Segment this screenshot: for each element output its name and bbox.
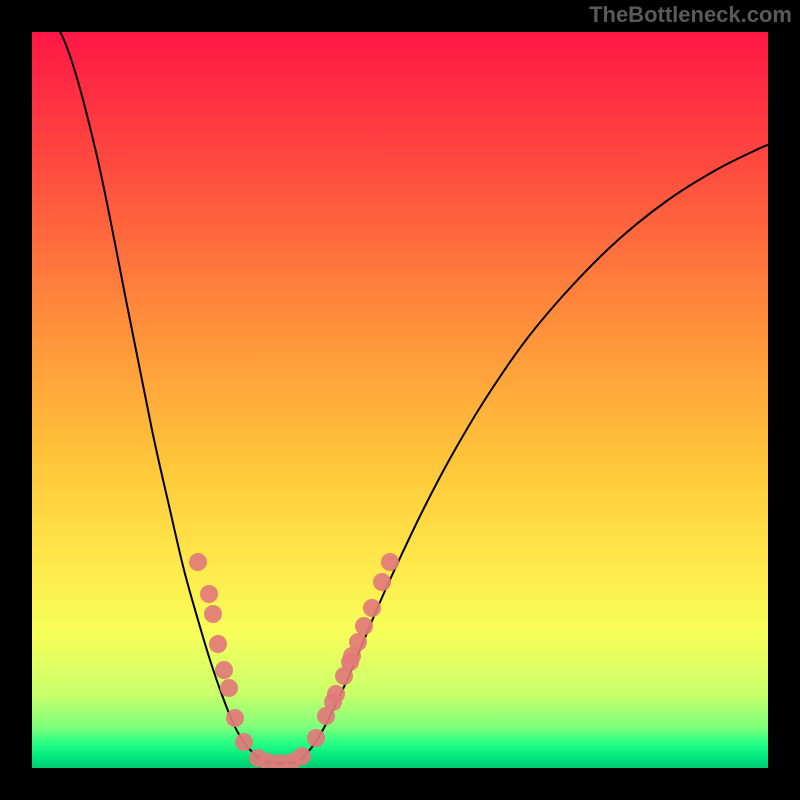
- gpu-marker: [226, 709, 244, 727]
- gpu-marker: [189, 553, 207, 571]
- chart-background: [32, 32, 768, 768]
- bottleneck-chart: TheBottleneck.com: [0, 0, 800, 800]
- gpu-marker: [204, 605, 222, 623]
- gpu-marker: [324, 693, 342, 711]
- gpu-marker: [381, 553, 399, 571]
- chart-svg: [0, 0, 800, 800]
- gpu-marker: [215, 661, 233, 679]
- gpu-marker: [349, 633, 367, 651]
- gpu-marker: [307, 729, 325, 747]
- gpu-marker: [363, 599, 381, 617]
- gpu-marker: [293, 747, 311, 765]
- gpu-marker: [209, 635, 227, 653]
- gpu-marker: [235, 733, 253, 751]
- gpu-marker: [200, 585, 218, 603]
- gpu-marker: [355, 617, 373, 635]
- watermark-text: TheBottleneck.com: [589, 2, 792, 28]
- gpu-marker: [373, 573, 391, 591]
- gpu-marker: [341, 653, 359, 671]
- gpu-marker: [220, 679, 238, 697]
